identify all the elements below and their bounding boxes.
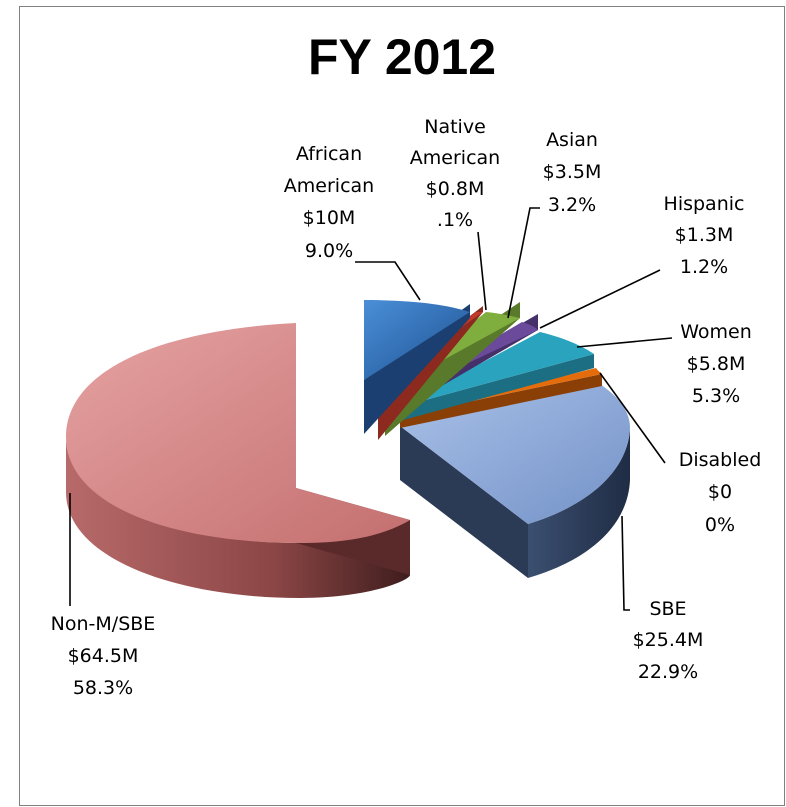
- label-women: Women $5.8M 5.3%: [680, 321, 752, 407]
- label-disabled-name: Disabled: [679, 449, 762, 471]
- label-sbe-percent: 22.9%: [638, 661, 698, 683]
- leader-asian: [507, 207, 540, 319]
- label-asian-percent: 3.2%: [548, 194, 596, 216]
- leader-women: [576, 337, 673, 348]
- slice-african-american: [364, 300, 470, 434]
- slice-sbe: [400, 384, 630, 578]
- label-non-m-sbe-name: Non-M/SBE: [51, 613, 156, 635]
- label-african-american-name-1: African: [296, 143, 362, 165]
- label-hispanic: Hispanic $1.3M 1.2%: [664, 193, 745, 278]
- label-native-american-name-2: American: [410, 147, 500, 169]
- label-sbe-amount: $25.4M: [633, 629, 704, 651]
- label-african-american-percent: 9.0%: [305, 240, 353, 262]
- leader-sbe: [621, 515, 630, 611]
- label-sbe: SBE $25.4M 22.9%: [633, 598, 704, 683]
- label-african-american-amount: $10M: [303, 207, 356, 229]
- label-hispanic-name: Hispanic: [664, 193, 745, 215]
- label-non-m-sbe-percent: 58.3%: [73, 677, 133, 699]
- label-women-name: Women: [680, 321, 752, 343]
- label-native-american-percent: .1%: [437, 209, 473, 231]
- label-hispanic-percent: 1.2%: [680, 256, 728, 278]
- label-women-percent: 5.3%: [692, 385, 740, 407]
- label-women-amount: $5.8M: [687, 353, 746, 375]
- leader-native-american: [477, 231, 487, 311]
- label-disabled: Disabled $0 0%: [679, 449, 762, 536]
- label-asian: Asian $3.5M 3.2%: [543, 129, 602, 216]
- label-hispanic-amount: $1.3M: [675, 224, 734, 246]
- chart-title: FY 2012: [307, 29, 497, 85]
- label-asian-amount: $3.5M: [543, 161, 602, 183]
- label-native-american-amount: $0.8M: [426, 178, 485, 200]
- label-disabled-amount: $0: [708, 481, 732, 503]
- label-non-m-sbe: Non-M/SBE $64.5M 58.3%: [51, 613, 156, 699]
- label-african-american-name-2: American: [284, 175, 374, 197]
- label-native-american-name-1: Native: [424, 116, 486, 138]
- chart-frame: [19, 6, 785, 806]
- slice-women: [396, 332, 594, 422]
- slice-non-m-sbe: [66, 323, 410, 598]
- label-disabled-percent: 0%: [705, 514, 735, 536]
- leader-disabled: [599, 372, 666, 464]
- label-asian-name: Asian: [546, 129, 598, 151]
- label-african-american: African American $10M 9.0%: [284, 143, 374, 262]
- leader-african-american: [355, 261, 421, 301]
- label-native-american: Native American $0.8M .1%: [410, 116, 500, 231]
- leader-hispanic: [539, 269, 661, 329]
- label-sbe-name: SBE: [649, 598, 686, 620]
- label-non-m-sbe-amount: $64.5M: [68, 645, 139, 667]
